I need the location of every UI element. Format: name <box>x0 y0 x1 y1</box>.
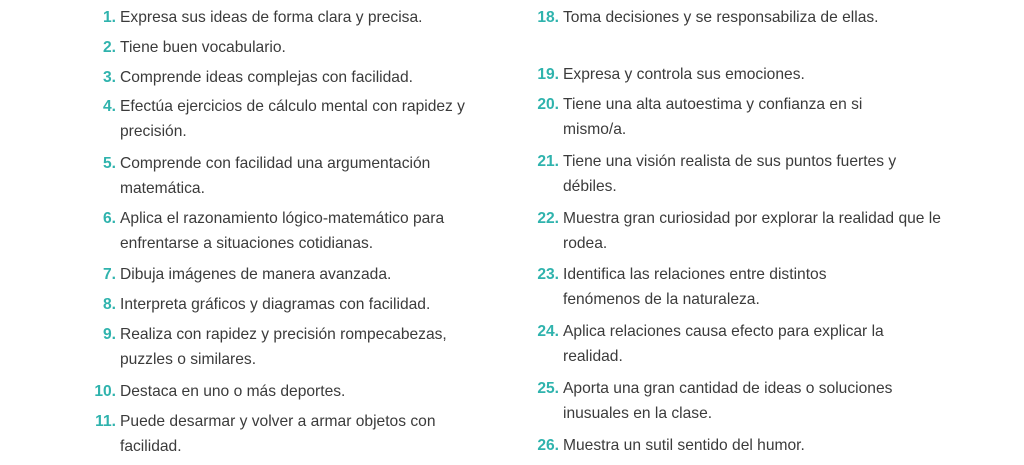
item-number: 25. <box>537 380 559 397</box>
item-text: Toma decisiones y se responsabiliza de e… <box>563 9 879 26</box>
list-item: 11. Puede desarmar y volver a armar objet… <box>86 409 488 459</box>
item-number: 19. <box>537 66 559 83</box>
item-number: 10. <box>94 383 116 400</box>
item-number: 20. <box>537 96 559 113</box>
item-number: 1. <box>102 9 116 26</box>
list-item: 19. Expresa y controla sus emociones. <box>518 62 948 87</box>
list-item: 2. Tiene buen vocabulario. <box>86 35 488 60</box>
list-item: 8. Interpreta gráficos y diagramas con fa… <box>86 292 488 317</box>
item-text: Expresa y controla sus emociones. <box>563 66 805 83</box>
item-number: 4. <box>102 98 116 115</box>
list-item: 22. Muestra gran curiosidad por explorar … <box>518 206 948 256</box>
item-text: Destaca en uno o más deportes. <box>120 383 346 400</box>
item-number: 6. <box>102 210 116 227</box>
item-text: Expresa sus ideas de forma clara y preci… <box>120 9 423 26</box>
list-item: 25. Aporta una gran cantidad de ideas o s… <box>518 376 933 426</box>
item-text: Comprende ideas complejas con facilidad. <box>120 69 413 86</box>
item-text: Interpreta gráficos y diagramas con faci… <box>120 296 431 313</box>
list-item: 26. Muestra un sutil sentido del humor. <box>518 433 948 458</box>
item-text: Dibuja imágenes de manera avanzada. <box>120 266 392 283</box>
list-item: 3. Comprende ideas complejas con facilida… <box>86 65 488 90</box>
list-item: 20. Tiene una alta autoestima y confianza… <box>518 92 903 142</box>
item-number: 11. <box>95 413 116 430</box>
list-item: 4. Efectúa ejercicios de cálculo mental c… <box>86 94 488 144</box>
item-text: Aplica relaciones causa efecto para expl… <box>563 323 884 365</box>
item-number: 22. <box>537 210 559 227</box>
list-item: 18. Toma decisiones y se responsabiliza d… <box>518 5 893 30</box>
item-text: Tiene buen vocabulario. <box>120 39 286 56</box>
list-item: 7. Dibuja imágenes de manera avanzada. <box>86 262 488 287</box>
item-number: 3. <box>102 69 116 86</box>
item-text: Realiza con rapidez y precisión rompecab… <box>120 326 447 368</box>
item-text: Muestra gran curiosidad por explorar la … <box>563 210 941 252</box>
list-item: 9. Realiza con rapidez y precisión rompec… <box>86 322 488 372</box>
item-text: Tiene una alta autoestima y confianza en… <box>563 96 863 138</box>
item-text: Comprende con facilidad una argumentació… <box>120 155 431 197</box>
list-item: 5. Comprende con facilidad una argumentac… <box>86 151 488 201</box>
item-number: 23. <box>537 266 559 283</box>
item-number: 24. <box>537 323 559 340</box>
item-number: 21. <box>537 153 559 170</box>
item-number: 2. <box>102 39 116 56</box>
item-number: 5. <box>102 155 116 172</box>
list-item: 6. Aplica el razonamiento lógico-matemáti… <box>86 206 488 256</box>
item-number: 7. <box>102 266 116 283</box>
list-item: 23. Identifica las relaciones entre disti… <box>518 262 883 312</box>
item-number: 8. <box>102 296 116 313</box>
item-text: Aporta una gran cantidad de ideas o solu… <box>563 380 893 422</box>
item-number: 9. <box>102 326 116 343</box>
item-number: 26. <box>537 437 559 454</box>
item-text: Tiene una visión realista de sus puntos … <box>563 153 897 195</box>
item-text: Identifica las relaciones entre distinto… <box>563 266 827 308</box>
item-text: Muestra un sutil sentido del humor. <box>563 437 805 454</box>
item-text: Aplica el razonamiento lógico-matemático… <box>120 210 445 252</box>
item-text: Efectúa ejercicios de cálculo mental con… <box>120 98 465 140</box>
list-item: 24. Aplica relaciones causa efecto para e… <box>518 319 933 369</box>
item-text: Puede desarmar y volver a armar objetos … <box>120 413 436 455</box>
list-item: 21. Tiene una visión realista de sus punt… <box>518 149 948 199</box>
list-item: 1. Expresa sus ideas de forma clara y pre… <box>86 5 488 30</box>
item-number: 18. <box>537 9 559 26</box>
list-item: 10. Destaca en uno o más deportes. <box>86 379 488 404</box>
